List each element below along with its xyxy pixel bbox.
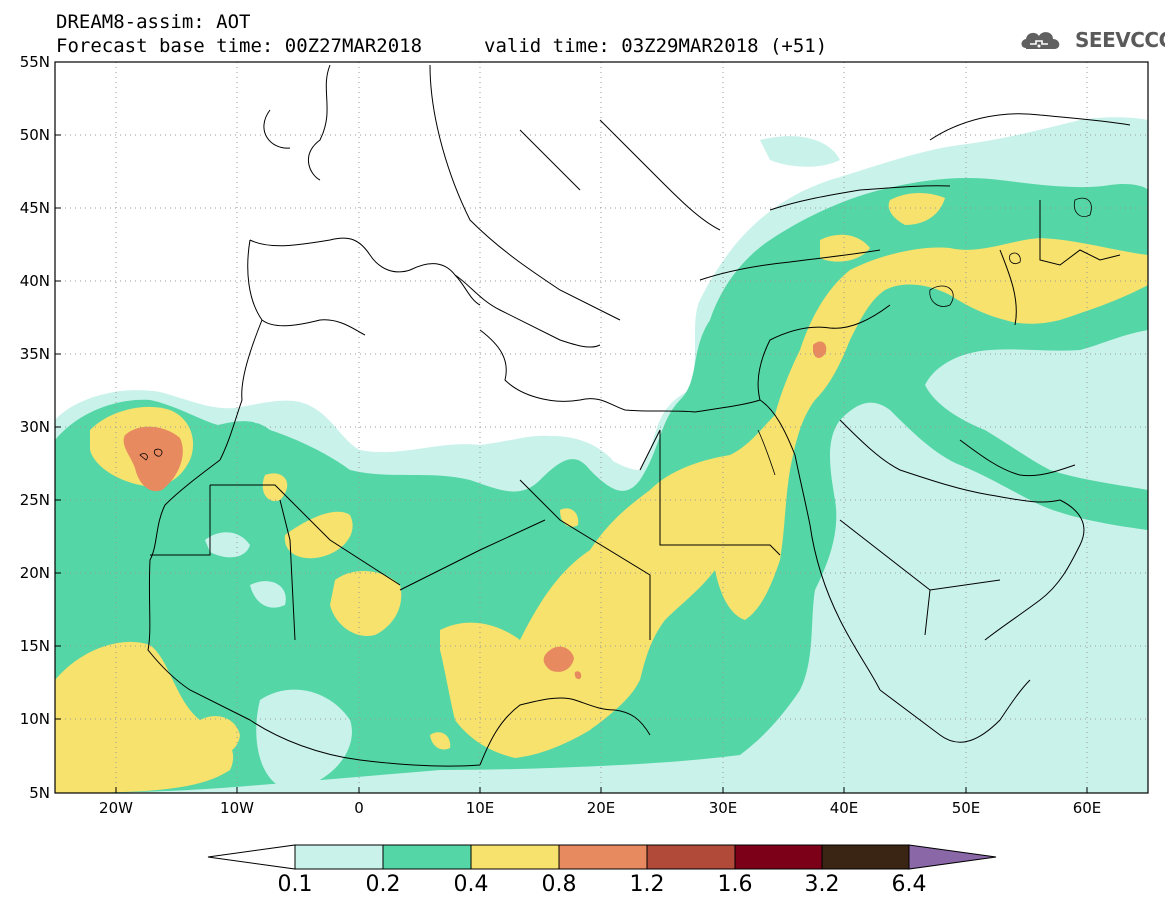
lat-label: 10N: [20, 710, 50, 728]
lat-label: 45N: [20, 199, 50, 217]
lon-label: 10E: [466, 799, 495, 817]
lon-label: 60E: [1073, 799, 1102, 817]
aot-level-0.8: [123, 341, 827, 680]
lon-label: 10W: [220, 799, 254, 817]
seevccc-logo-text: SEEVCCC: [1075, 28, 1165, 52]
colorbar-label: 0.1: [278, 872, 313, 897]
colorbar: [207, 844, 997, 870]
colorbar-label: 1.6: [718, 872, 753, 897]
colorbar-max-arrow: [908, 844, 997, 870]
aot-level-0.2: [55, 136, 1148, 793]
lat-label: 25N: [20, 491, 50, 509]
colorbar-label: 1.2: [630, 872, 665, 897]
colorbar-swatch: [470, 844, 560, 870]
lat-label: 15N: [20, 637, 50, 655]
colorbar-label: 0.2: [366, 872, 401, 897]
colorbar-swatch: [646, 844, 736, 870]
graticule: [55, 62, 1148, 793]
colorbar-swatch: [558, 844, 648, 870]
lat-label: 40N: [20, 272, 50, 290]
colorbar-swatch: [734, 844, 823, 870]
colorbar-swatch: [382, 844, 472, 870]
colorbar-label: 0.8: [542, 872, 577, 897]
forecast-base-time: Forecast base time: 00Z27MAR2018: [56, 35, 423, 57]
lat-label: 35N: [20, 345, 50, 363]
axis-ticks: [55, 61, 1088, 794]
lon-label: 30E: [709, 799, 738, 817]
lon-label: 40E: [830, 799, 859, 817]
colorbar-swatch: [294, 844, 384, 870]
chart-title: DREAM8-assim: AOT: [56, 11, 251, 33]
colorbar-label: 6.4: [892, 872, 927, 897]
lat-label: 5N: [29, 784, 50, 802]
inland-water: [139, 197, 1092, 476]
colorbar-swatch: [821, 844, 910, 870]
colorbar-label: 0.4: [454, 872, 489, 897]
lon-label: 20W: [99, 799, 133, 817]
lat-label: 50N: [20, 126, 50, 144]
lat-label: 55N: [20, 53, 50, 71]
lon-label: 0: [354, 799, 364, 817]
colorbar-min-arrow: [207, 844, 296, 870]
valid-time: valid time: 03Z29MAR2018 (+51): [484, 35, 828, 57]
colorbar-label: 3.2: [805, 872, 840, 897]
coastlines: [147, 64, 1131, 767]
lon-label: 50E: [952, 799, 981, 817]
cloud-icon: [1021, 32, 1060, 49]
lat-label: 30N: [20, 418, 50, 436]
lon-label: 20E: [587, 799, 616, 817]
lat-label: 20N: [20, 564, 50, 582]
